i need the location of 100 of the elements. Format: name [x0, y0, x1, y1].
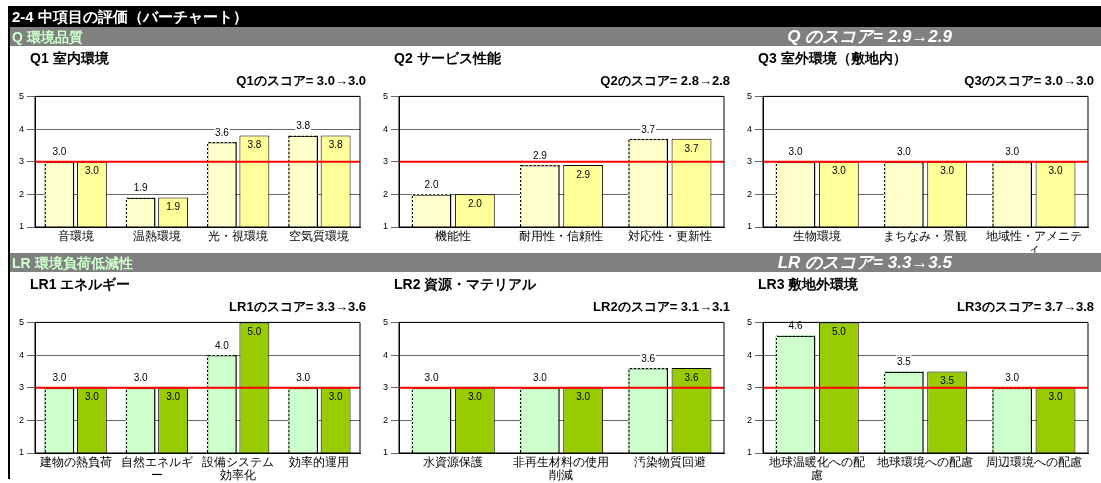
x-tick-label: 生物環境	[792, 229, 843, 243]
x-tick-label: 光・視環境	[207, 229, 270, 243]
text: LR 環境負荷低減性	[11, 255, 133, 271]
y-tick-label: 3	[746, 382, 753, 393]
x-tick-label: 耐用性・信頼性	[518, 229, 605, 243]
data-label: 3.0	[133, 372, 149, 384]
chart-subtitle: Q2のスコア= 2.8→2.8	[600, 72, 730, 90]
data-label: 3.8	[296, 120, 311, 132]
x-tick-label: 空気質環境	[288, 229, 351, 243]
y-tick-label: 4	[18, 349, 25, 360]
data-label: 3.0	[896, 146, 912, 158]
y-tick-label: 3	[18, 382, 25, 393]
data-label: 3.0	[424, 372, 439, 384]
x-tick-label: 地球環境への配慮	[876, 455, 975, 469]
data-label: 3.0	[831, 165, 847, 177]
y-tick-label: 1	[18, 221, 25, 232]
data-label: 2.9	[576, 168, 591, 180]
data-label: 3.0	[328, 391, 344, 403]
data-label: 1.9	[166, 201, 181, 213]
data-label: 3.0	[940, 165, 955, 177]
data-label: 3.0	[166, 391, 181, 403]
chart-subtitle: Q3のスコア= 3.0→3.0	[964, 72, 1094, 90]
data-label: 3.7	[641, 123, 656, 135]
data-label: 2.9	[532, 149, 548, 161]
y-tick-label: 2	[18, 188, 25, 199]
data-label: 3.0	[467, 391, 483, 403]
y-tick-label: 2	[746, 414, 753, 425]
data-label: 3.0	[84, 165, 100, 177]
y-tick-label: 3	[382, 156, 389, 167]
data-label: 1.9	[133, 182, 149, 194]
y-tick-label: 2	[18, 414, 25, 425]
y-tick-label: 5	[382, 316, 389, 327]
chart-title: LR3 敷地外環境	[758, 276, 859, 294]
text: LR のスコア= 3.3→3.5	[777, 253, 952, 272]
data-label: 3.0	[1005, 146, 1020, 158]
y-tick-label: 5	[18, 316, 25, 327]
x-tick-label: 温熱環境	[131, 229, 182, 243]
data-label: 3.6	[684, 371, 699, 383]
data-label: 3.7	[684, 142, 699, 154]
data-label: 3.0	[1048, 165, 1063, 177]
chart-title: Q3 室外環境（敷地内）	[758, 50, 907, 68]
y-tick-label: 5	[746, 316, 753, 327]
y-tick-label: 3	[382, 382, 389, 393]
chart-subtitle: LR2のスコア= 3.1→3.1	[593, 298, 730, 316]
y-tick-label: 2	[746, 188, 753, 199]
data-label: 3.0	[576, 391, 591, 403]
data-label: 3.0	[52, 372, 67, 384]
chart-title: Q1 室内環境	[30, 50, 109, 68]
data-label: 4.0	[214, 339, 230, 351]
text: 2-4 中項目の評価（バーチャート）	[10, 6, 1101, 27]
text: Q 環境品質	[11, 29, 83, 45]
data-label: 3.5	[940, 375, 955, 387]
y-tick-label: 1	[746, 447, 753, 458]
data-label: 3.6	[214, 126, 230, 138]
data-label: 5.0	[247, 326, 262, 338]
x-tick-label: 対応性・更新性	[626, 229, 713, 243]
x-tick-label: まちなみ・景観	[882, 229, 969, 243]
x-tick-label: 自然エネルギー	[119, 455, 194, 482]
data-label: 3.8	[247, 139, 262, 151]
data-label: 3.6	[641, 352, 656, 364]
x-tick-label: 汚染物質回避	[632, 455, 707, 469]
x-tick-label: 建物の熱負荷	[38, 455, 113, 469]
x-tick-label: 効率的運用	[288, 455, 351, 469]
chart-subtitle: LR1のスコア= 3.3→3.6	[229, 298, 366, 316]
chart-title: Q2 サービス性能	[394, 50, 501, 68]
x-tick-label: 地球温暖化への配慮	[768, 455, 867, 482]
x-tick-label: 非再生材料の使用削減	[512, 455, 611, 482]
data-label: 3.0	[532, 372, 548, 384]
y-tick-label: 1	[746, 221, 753, 232]
x-tick-label: 周辺環境への配慮	[984, 455, 1083, 469]
data-label: 3.0	[296, 372, 311, 384]
data-label: 2.0	[424, 179, 439, 191]
y-tick-label: 3	[746, 156, 753, 167]
y-tick-label: 4	[382, 123, 389, 134]
y-tick-label: 4	[18, 123, 25, 134]
x-tick-label: 機能性	[434, 229, 473, 243]
y-tick-label: 2	[382, 414, 389, 425]
text: Q のスコア= 2.9→2.9	[787, 27, 952, 46]
y-tick-label: 1	[18, 447, 25, 458]
x-tick-label: 音環境	[56, 229, 95, 243]
chart-subtitle: Q1のスコア= 3.0→3.0	[236, 72, 366, 90]
x-tick-label: 設備システム効率化	[201, 455, 276, 482]
y-tick-label: 4	[746, 349, 753, 360]
data-label: 4.6	[788, 320, 803, 332]
data-label: 5.0	[831, 326, 847, 338]
data-label: 3.0	[1005, 372, 1020, 384]
y-tick-label: 1	[382, 447, 389, 458]
chart-subtitle: LR3のスコア= 3.7→3.8	[957, 298, 1094, 316]
y-tick-label: 5	[382, 90, 389, 101]
data-label: 3.5	[896, 356, 912, 368]
data-label: 3.0	[1048, 391, 1063, 403]
data-label: 3.8	[328, 139, 344, 151]
x-tick-label: 水資源保護	[422, 455, 485, 469]
y-tick-label: 4	[746, 123, 753, 134]
y-tick-label: 2	[382, 188, 389, 199]
data-label: 2.0	[467, 198, 483, 210]
chart-title: LR1 エネルギー	[30, 276, 131, 294]
data-label: 3.0	[788, 146, 803, 158]
y-tick-label: 5	[18, 90, 25, 101]
chart-title: LR2 資源・マテリアル	[394, 276, 537, 294]
